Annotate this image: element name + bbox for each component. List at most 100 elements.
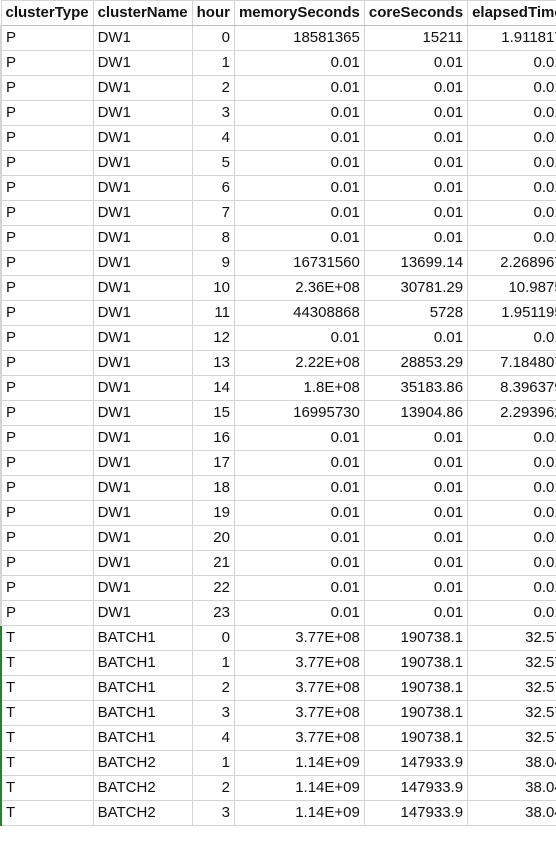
memory-seconds-cell[interactable]: 0.01	[233, 525, 365, 551]
hour-cell[interactable]: 2	[191, 675, 235, 701]
elapsed-time-cell[interactable]: 32.57	[467, 675, 556, 701]
column-header-elapsed-time[interactable]: elapsedTime	[467, 0, 556, 26]
elapsed-time-cell[interactable]: 32.57	[467, 650, 556, 676]
memory-seconds-cell[interactable]: 0.01	[233, 500, 365, 526]
cluster-type-cell[interactable]: P	[0, 75, 94, 101]
elapsed-time-cell[interactable]: 0.01	[467, 200, 556, 226]
core-seconds-cell[interactable]: 0.01	[363, 450, 469, 476]
hour-cell[interactable]: 4	[191, 125, 235, 151]
hour-cell[interactable]: 2	[191, 775, 235, 801]
elapsed-time-cell[interactable]: 0.01	[467, 525, 556, 551]
hour-cell[interactable]: 8	[191, 225, 235, 251]
elapsed-time-cell[interactable]: 8.396379	[467, 375, 556, 401]
hour-cell[interactable]: 20	[191, 525, 235, 551]
core-seconds-cell[interactable]: 0.01	[363, 425, 469, 451]
cluster-type-cell[interactable]: T	[0, 750, 94, 776]
elapsed-time-cell[interactable]: 0.01	[467, 475, 556, 501]
cluster-type-cell[interactable]: P	[0, 100, 94, 126]
memory-seconds-cell[interactable]: 1.8E+08	[233, 375, 365, 401]
cluster-name-cell[interactable]: BATCH1	[92, 725, 193, 751]
hour-cell[interactable]: 6	[191, 175, 235, 201]
elapsed-time-cell[interactable]: 38.04	[467, 800, 556, 826]
hour-cell[interactable]: 1	[191, 50, 235, 76]
memory-seconds-cell[interactable]: 0.01	[233, 100, 365, 126]
cluster-name-cell[interactable]: DW1	[92, 50, 193, 76]
core-seconds-cell[interactable]: 147933.9	[363, 800, 469, 826]
core-seconds-cell[interactable]: 0.01	[363, 125, 469, 151]
memory-seconds-cell[interactable]: 16995730	[233, 400, 365, 426]
cluster-name-cell[interactable]: BATCH1	[92, 700, 193, 726]
column-header-hour[interactable]: hour	[191, 0, 235, 26]
memory-seconds-cell[interactable]: 2.36E+08	[233, 275, 365, 301]
elapsed-time-cell[interactable]: 10.9875	[467, 275, 556, 301]
core-seconds-cell[interactable]: 13904.86	[363, 400, 469, 426]
cluster-name-cell[interactable]: BATCH2	[92, 800, 193, 826]
cluster-type-cell[interactable]: T	[0, 775, 94, 801]
hour-cell[interactable]: 9	[191, 250, 235, 276]
cluster-type-cell[interactable]: P	[0, 175, 94, 201]
cluster-type-cell[interactable]: T	[0, 800, 94, 826]
elapsed-time-cell[interactable]: 0.01	[467, 50, 556, 76]
hour-cell[interactable]: 19	[191, 500, 235, 526]
elapsed-time-cell[interactable]: 0.01	[467, 450, 556, 476]
cluster-type-cell[interactable]: P	[0, 50, 94, 76]
cluster-type-cell[interactable]: P	[0, 525, 94, 551]
elapsed-time-cell[interactable]: 32.57	[467, 700, 556, 726]
cluster-name-cell[interactable]: DW1	[92, 425, 193, 451]
memory-seconds-cell[interactable]: 2.22E+08	[233, 350, 365, 376]
memory-seconds-cell[interactable]: 0.01	[233, 450, 365, 476]
elapsed-time-cell[interactable]: 0.01	[467, 175, 556, 201]
core-seconds-cell[interactable]: 0.01	[363, 100, 469, 126]
elapsed-time-cell[interactable]: 0.01	[467, 600, 556, 626]
hour-cell[interactable]: 14	[191, 375, 235, 401]
core-seconds-cell[interactable]: 0.01	[363, 225, 469, 251]
memory-seconds-cell[interactable]: 3.77E+08	[233, 725, 365, 751]
cluster-type-cell[interactable]: P	[0, 575, 94, 601]
core-seconds-cell[interactable]: 0.01	[363, 500, 469, 526]
hour-cell[interactable]: 17	[191, 450, 235, 476]
cluster-name-cell[interactable]: DW1	[92, 375, 193, 401]
core-seconds-cell[interactable]: 147933.9	[363, 775, 469, 801]
memory-seconds-cell[interactable]: 0.01	[233, 200, 365, 226]
elapsed-time-cell[interactable]: 0.01	[467, 75, 556, 101]
elapsed-time-cell[interactable]: 0.01	[467, 550, 556, 576]
memory-seconds-cell[interactable]: 1.14E+09	[233, 775, 365, 801]
memory-seconds-cell[interactable]: 1.14E+09	[233, 800, 365, 826]
cluster-type-cell[interactable]: T	[0, 725, 94, 751]
memory-seconds-cell[interactable]: 3.77E+08	[233, 675, 365, 701]
cluster-name-cell[interactable]: DW1	[92, 100, 193, 126]
cluster-name-cell[interactable]: DW1	[92, 475, 193, 501]
column-header-memory-seconds[interactable]: memorySeconds	[233, 0, 365, 26]
memory-seconds-cell[interactable]: 0.01	[233, 550, 365, 576]
memory-seconds-cell[interactable]: 0.01	[233, 150, 365, 176]
cluster-name-cell[interactable]: DW1	[92, 550, 193, 576]
core-seconds-cell[interactable]: 0.01	[363, 75, 469, 101]
hour-cell[interactable]: 3	[191, 100, 235, 126]
core-seconds-cell[interactable]: 28853.29	[363, 350, 469, 376]
memory-seconds-cell[interactable]: 0.01	[233, 600, 365, 626]
hour-cell[interactable]: 12	[191, 325, 235, 351]
cluster-type-cell[interactable]: P	[0, 300, 94, 326]
cluster-type-cell[interactable]: P	[0, 450, 94, 476]
core-seconds-cell[interactable]: 5728	[363, 300, 469, 326]
cluster-type-cell[interactable]: P	[0, 425, 94, 451]
cluster-type-cell[interactable]: P	[0, 225, 94, 251]
memory-seconds-cell[interactable]: 0.01	[233, 175, 365, 201]
cluster-type-cell[interactable]: T	[0, 700, 94, 726]
memory-seconds-cell[interactable]: 0.01	[233, 475, 365, 501]
cluster-type-cell[interactable]: T	[0, 650, 94, 676]
core-seconds-cell[interactable]: 0.01	[363, 600, 469, 626]
cluster-name-cell[interactable]: DW1	[92, 350, 193, 376]
elapsed-time-cell[interactable]: 32.57	[467, 725, 556, 751]
cluster-type-cell[interactable]: P	[0, 475, 94, 501]
hour-cell[interactable]: 7	[191, 200, 235, 226]
cluster-name-cell[interactable]: DW1	[92, 275, 193, 301]
spreadsheet-grid[interactable]: clusterType clusterName hour memorySecon…	[0, 0, 556, 826]
cluster-name-cell[interactable]: DW1	[92, 75, 193, 101]
cluster-type-cell[interactable]: P	[0, 375, 94, 401]
cluster-name-cell[interactable]: BATCH1	[92, 675, 193, 701]
memory-seconds-cell[interactable]: 0.01	[233, 125, 365, 151]
cluster-type-cell[interactable]: P	[0, 350, 94, 376]
cluster-name-cell[interactable]: DW1	[92, 175, 193, 201]
core-seconds-cell[interactable]: 30781.29	[363, 275, 469, 301]
